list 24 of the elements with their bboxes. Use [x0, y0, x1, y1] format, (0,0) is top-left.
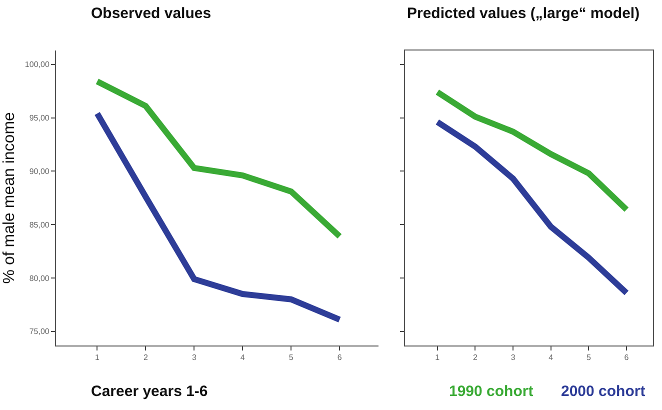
x-tick-label: 1: [94, 352, 100, 362]
x-tick-label: 3: [510, 352, 516, 362]
y-axis-title: % of male mean income: [0, 112, 18, 284]
x-tick-label: 4: [240, 352, 246, 362]
chart-title: Predicted values („large“ model): [407, 5, 640, 22]
x-tick-label: 2: [473, 352, 478, 362]
x-tick-label: 3: [192, 352, 197, 362]
x-tick-label: 5: [586, 352, 592, 362]
y-tick-label: 85,00: [29, 220, 50, 230]
x-tick-label: 4: [548, 352, 554, 362]
y-tick-label: 100,00: [24, 60, 50, 70]
y-tick-label: 90,00: [29, 166, 50, 176]
y-tick-label: 95,00: [29, 114, 50, 123]
x-tick-label: 2: [143, 352, 148, 362]
x-tick-label: 6: [624, 352, 630, 362]
y-tick-label: 80,00: [29, 274, 50, 283]
x-tick-label: 6: [337, 352, 342, 362]
y-tick-label: 75,00: [29, 327, 50, 336]
chart-title: Observed values: [91, 5, 212, 22]
x-axis-title: Career years 1-6: [91, 383, 208, 400]
text: 2000 cohort: [561, 383, 646, 400]
x-tick-label: 1: [435, 352, 440, 362]
text: 1990 cohort: [449, 383, 534, 400]
x-tick-label: 5: [288, 352, 294, 362]
